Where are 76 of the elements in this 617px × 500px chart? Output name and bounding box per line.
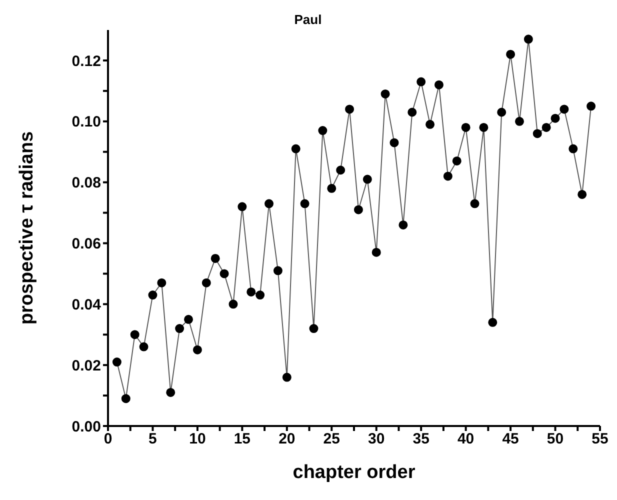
point bbox=[238, 202, 247, 212]
point bbox=[264, 199, 274, 208]
point bbox=[210, 254, 220, 263]
point bbox=[148, 290, 158, 300]
x-tick-label: 0 bbox=[104, 430, 112, 448]
point bbox=[192, 345, 202, 354]
point bbox=[398, 220, 408, 230]
point bbox=[166, 388, 176, 397]
x-tick-label: 40 bbox=[457, 430, 474, 448]
point bbox=[282, 372, 292, 382]
point bbox=[228, 300, 238, 309]
x-tick-label: 5 bbox=[148, 430, 157, 448]
x-tick-label: 30 bbox=[368, 430, 385, 448]
point bbox=[479, 122, 488, 132]
point bbox=[175, 324, 184, 334]
point bbox=[452, 156, 462, 166]
point bbox=[506, 50, 516, 59]
point bbox=[112, 358, 122, 367]
y-tick-label: 0.12 bbox=[72, 52, 101, 70]
x-tick-label: 15 bbox=[234, 430, 251, 448]
y-tick-label: 0.08 bbox=[72, 174, 101, 192]
point bbox=[532, 129, 542, 138]
point bbox=[309, 324, 318, 334]
y-tick-label: 0.00 bbox=[72, 418, 101, 436]
point bbox=[408, 108, 417, 117]
point bbox=[524, 34, 533, 44]
point bbox=[318, 126, 328, 136]
point bbox=[202, 278, 211, 288]
x-tick-label: 45 bbox=[502, 430, 519, 448]
point bbox=[220, 269, 229, 278]
point bbox=[426, 120, 435, 129]
point bbox=[246, 287, 256, 296]
point bbox=[372, 248, 381, 257]
x-axis-title: chapter order bbox=[292, 462, 416, 483]
point bbox=[256, 290, 265, 300]
point bbox=[434, 80, 444, 90]
x-tick-label: 50 bbox=[546, 430, 564, 448]
point bbox=[550, 114, 560, 123]
y-tick-label: 0.02 bbox=[72, 357, 101, 374]
point bbox=[362, 174, 372, 184]
chart-title: Paul bbox=[293, 12, 323, 27]
point bbox=[184, 314, 194, 324]
point bbox=[345, 104, 354, 114]
x-tick-label: 55 bbox=[592, 430, 608, 448]
x-tick-label: 10 bbox=[189, 430, 206, 448]
point bbox=[121, 394, 130, 404]
y-tick-label: 0.04 bbox=[72, 296, 102, 314]
point bbox=[139, 342, 148, 352]
x-tick-label: 20 bbox=[278, 430, 296, 448]
x-tick-label: 35 bbox=[412, 430, 430, 448]
point bbox=[327, 184, 336, 193]
point bbox=[578, 190, 587, 199]
point bbox=[380, 89, 390, 98]
y-tick-label: 0.10 bbox=[72, 114, 101, 131]
y-axis-title: prospective τ radians bbox=[16, 131, 38, 325]
point bbox=[497, 108, 506, 117]
point bbox=[443, 172, 452, 181]
x-tick-label: 25 bbox=[323, 430, 340, 448]
point bbox=[514, 116, 524, 126]
y-tick-label: 0.06 bbox=[72, 236, 101, 253]
point bbox=[336, 166, 346, 175]
point bbox=[560, 104, 569, 114]
point bbox=[130, 330, 140, 340]
point bbox=[354, 205, 363, 214]
point bbox=[542, 122, 551, 132]
point bbox=[586, 102, 596, 111]
point bbox=[470, 199, 480, 208]
point bbox=[291, 144, 300, 154]
point bbox=[488, 318, 498, 327]
point bbox=[273, 266, 282, 276]
point bbox=[568, 144, 578, 154]
point bbox=[300, 199, 310, 208]
point bbox=[157, 278, 166, 288]
point bbox=[416, 77, 426, 86]
point bbox=[390, 138, 399, 148]
point bbox=[461, 122, 470, 132]
